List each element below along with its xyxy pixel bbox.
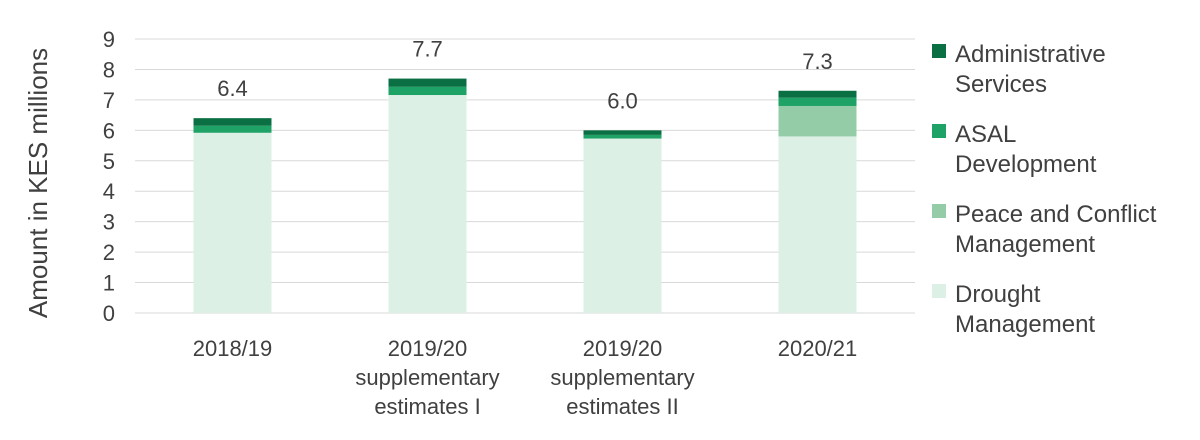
bar-total-label: 6.4 — [217, 76, 248, 101]
y-tick-label: 8 — [103, 57, 115, 82]
bar-segment-administrative-services — [388, 78, 467, 87]
bar-segment-asal-development — [388, 86, 467, 96]
bar-total-label: 6.0 — [607, 88, 638, 113]
x-tick-label: estimates II — [566, 394, 678, 419]
bar-segment-asal-development — [193, 125, 272, 133]
bar-segment-drought-management — [193, 132, 272, 313]
x-tick-label: 2019/20 — [583, 336, 663, 361]
y-tick-label: 9 — [103, 27, 115, 52]
y-tick-label: 4 — [103, 179, 115, 204]
legend-label: Drought — [955, 281, 1041, 308]
legend-label: Services — [955, 71, 1047, 98]
legend-swatch — [932, 124, 946, 138]
legend: Administrative Services ASAL Development Pea… — [932, 41, 1157, 338]
y-tick-label: 1 — [103, 271, 115, 296]
labels: 0 1 2 3 4 5 6 7 8 9 6.4 2018/19 7.7 2019/20 supplement… — [103, 27, 858, 419]
y-tick-label: 7 — [103, 88, 115, 113]
legend-label: Development — [955, 151, 1097, 178]
bar-segment-asal-development — [778, 97, 857, 106]
legend-swatch — [932, 44, 946, 58]
y-tick-label: 2 — [103, 240, 115, 265]
bars — [193, 78, 857, 313]
y-tick-label: 5 — [103, 149, 115, 174]
y-tick-label: 3 — [103, 210, 115, 235]
legend-label: Administrative — [955, 41, 1106, 68]
bar-segment-drought-management — [778, 136, 857, 313]
bar-segment-drought-management — [388, 95, 467, 313]
y-axis-label: Amount in KES millions — [23, 48, 53, 318]
y-tick-label: 6 — [103, 118, 115, 143]
bar-segment-administrative-services — [778, 90, 857, 98]
legend-swatch — [932, 204, 946, 218]
legend-label: Management — [955, 231, 1095, 258]
bar-segment-administrative-services — [193, 118, 272, 126]
bar-segment-drought-management — [583, 138, 662, 313]
x-tick-label: estimates I — [374, 394, 480, 419]
legend-label: Peace and Conflict — [955, 201, 1157, 228]
legend-label: ASAL — [955, 121, 1016, 148]
x-tick-label: 2018/19 — [193, 336, 273, 361]
bar-total-label: 7.7 — [412, 37, 443, 62]
x-tick-label: 2020/21 — [778, 336, 858, 361]
legend-label: Management — [955, 311, 1095, 338]
x-tick-label: supplementary — [355, 365, 499, 390]
bar-segment-peace-and-conflict-management — [778, 105, 857, 137]
x-tick-label: 2019/20 — [388, 336, 468, 361]
bar-total-label: 7.3 — [802, 49, 833, 74]
bar-segment-asal-development — [583, 134, 662, 139]
y-tick-label: 0 — [103, 301, 115, 326]
bar-segment-administrative-services — [583, 130, 662, 135]
x-tick-label: supplementary — [550, 365, 694, 390]
legend-swatch — [932, 284, 946, 298]
